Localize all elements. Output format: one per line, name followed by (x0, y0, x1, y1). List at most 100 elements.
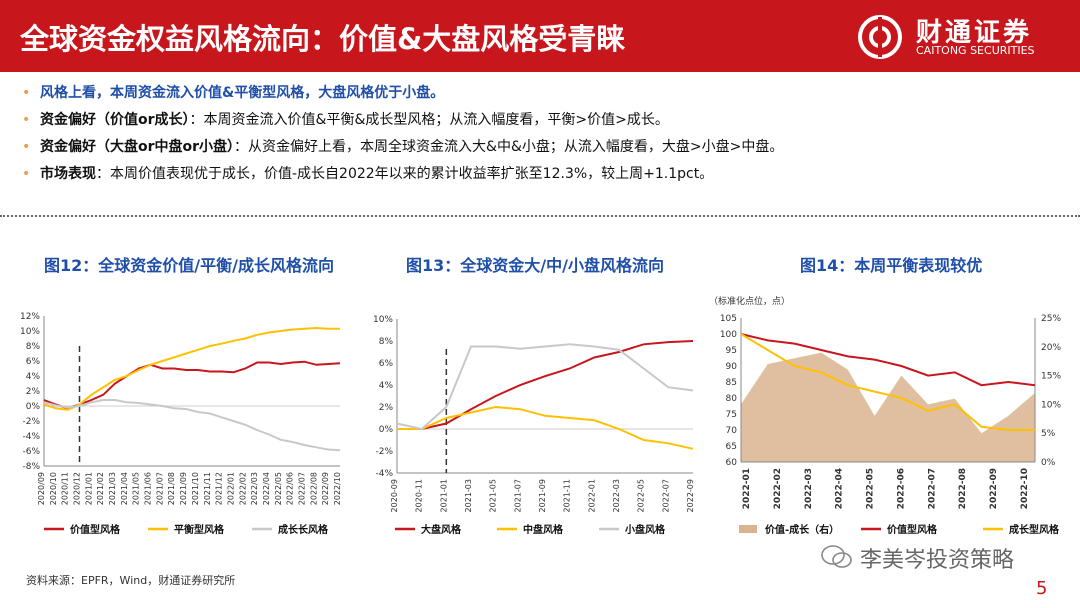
x-tick-label: 2022/07 (297, 472, 306, 505)
y-tick-label: 0% (26, 402, 41, 412)
chart-value-growth-flow: 12%10%8%6%4%2%0%-2%-4%-6%-8%2020/09 2020/… (20, 312, 342, 536)
y-tick-label: -4% (22, 432, 40, 442)
x-tick-label: 2022-01 (587, 479, 596, 512)
y-tick-label: -6% (22, 447, 40, 457)
x-tick-label: 2021-03 (464, 479, 473, 512)
x-tick-label: 2022/05 (274, 472, 283, 505)
x-tick-label: 2020-11 (415, 479, 424, 512)
y2-tick-label: 20% (1041, 343, 1061, 353)
x-tick-label: 2022/01 (226, 472, 235, 505)
series-line (43, 399, 341, 452)
series-line (396, 343, 694, 431)
x-tick-label: 2022/03 (250, 472, 259, 505)
y2-tick-label: 5% (1041, 429, 1056, 439)
x-tick-label: 2021/10 (191, 472, 200, 505)
logo-text-en: CAITONG SECURITIES (916, 44, 1035, 57)
page-title: 全球资金权益风格流向：价值&大盘风格受青睐 (20, 22, 626, 56)
x-tick-label: 2022-10 (1020, 468, 1030, 509)
x-tick-label: 2022-08 (958, 468, 968, 509)
y-tick-label: 100 (720, 330, 737, 340)
legend-swatch (739, 525, 757, 533)
series-line (740, 333, 1036, 387)
wechat-icon (821, 545, 852, 568)
y-tick-label: 8% (26, 342, 41, 352)
logo-text-cn: 财通证券 (916, 18, 1033, 48)
y-tick-label: 6% (26, 357, 41, 367)
bullet-dot-icon: • (22, 139, 31, 155)
x-tick-label: 2022-07 (927, 468, 937, 509)
legend-label: 小盘风格 (624, 523, 666, 536)
y-tick-label: -2% (22, 417, 40, 427)
y2-tick-label: 10% (1041, 400, 1061, 410)
x-tick-label: 2021/07 (155, 472, 164, 505)
y-unit-label: （标准化点位，点） (709, 295, 790, 307)
legend-label: 平衡型风格 (174, 523, 225, 536)
y-tick-label: -4% (375, 469, 393, 479)
y-tick-label: 60 (726, 458, 738, 468)
x-tick-label: 2020-09 (390, 479, 399, 512)
x-tick-label: 2022-05 (637, 479, 646, 512)
page-number: 5 (1036, 578, 1048, 599)
x-tick-label: 2021-11 (563, 479, 572, 512)
y-tick-label: 10% (20, 327, 40, 337)
x-tick-label: 2022-07 (661, 479, 670, 512)
section-divider (0, 215, 1080, 217)
y-tick-label: 75 (726, 410, 737, 420)
y-tick-label: 12% (20, 312, 40, 322)
y-tick-label: 80 (726, 394, 738, 404)
y2-tick-label: 25% (1041, 314, 1061, 324)
x-tick-label: 2022/04 (262, 472, 271, 505)
bullet-dot-icon: • (22, 166, 31, 182)
y-tick-label: -2% (375, 447, 393, 457)
bullet-item: • 市场表现：本周价值表现优于成长，价值-成长自2022年以来的累计收益率扩张至1… (18, 161, 1068, 188)
y-tick-label: 6% (379, 359, 394, 369)
x-tick-label: 2021/06 (144, 472, 153, 505)
legend-label: 成长型风格 (1009, 523, 1060, 536)
x-tick-label: 2022-02 (773, 468, 783, 509)
bullet-dot-icon: • (22, 112, 31, 128)
x-tick-label: 2020/10 (49, 472, 58, 505)
y-tick-label: 2% (379, 403, 394, 413)
header-bar: 全球资金权益风格流向：价值&大盘风格受青睐 财通证券 CAITONG SECUR… (0, 0, 1080, 72)
legend-label: 价值型风格 (887, 523, 938, 536)
legend-label: 成长长风格 (278, 523, 329, 536)
x-tick-label: 2021/01 (84, 472, 93, 505)
x-tick-label: 2021/02 (96, 472, 105, 505)
y2-tick-label: 0% (1041, 458, 1056, 468)
series-line (397, 340, 694, 430)
x-tick-label: 2022-04 (835, 468, 845, 509)
legend-label: 大盘风格 (421, 523, 462, 536)
bullet-item: • 资金偏好（价值or成长）：本周资金流入价值&平衡&成长型风格；从流入幅度看，平… (18, 107, 1068, 134)
y-tick-label: 2% (26, 387, 41, 397)
x-tick-label: 2021-09 (538, 479, 547, 512)
x-tick-label: 2021/09 (179, 472, 188, 505)
x-tick-label: 2022/02 (238, 472, 247, 505)
x-tick-label: 2021-01 (439, 479, 448, 512)
y-tick-label: 0% (379, 425, 394, 435)
x-tick-label: 2021/04 (120, 472, 129, 505)
x-tick-label: 2020/09 (37, 472, 46, 505)
series-line (43, 326, 340, 411)
legend-label: 价值-成长（右） (765, 523, 839, 536)
chart-size-flow: 10% 8% 6% 4% 2% 0% -2% -4%2020-09 2020-11 2021-01… (373, 315, 695, 536)
figure-13-title: 图13：全球资金大/中/小盘风格流向 (406, 256, 664, 275)
y-tick-label: 65 (726, 442, 737, 452)
y-tick-label: 8% (379, 337, 394, 347)
x-tick-label: 2022/09 (321, 472, 330, 505)
area-series (741, 352, 1035, 462)
chart-style-performance: （标准化点位，点） 105 100 95 90 85 80 75 70 65 60 25% 20% 15%… (709, 295, 1061, 536)
x-tick-label: 2021/11 (203, 472, 212, 505)
y-tick-label: 95 (726, 346, 737, 356)
x-tick-label: 2020/12 (73, 472, 82, 505)
figure-14-title: 图14：本周平衡表现较优 (800, 256, 983, 275)
series-line (397, 405, 694, 450)
x-tick-label: 2022-06 (896, 468, 906, 509)
x-tick-label: 2022-01 (742, 468, 752, 509)
y-tick-label: 90 (726, 362, 738, 372)
x-tick-label: 2022/08 (309, 472, 318, 505)
y-tick-label: 4% (379, 381, 394, 391)
y-tick-label: 105 (720, 314, 737, 324)
x-tick-label: 2021/03 (108, 472, 117, 505)
figure-12-title: 图12：全球资金价值/平衡/成长风格流向 (44, 256, 334, 275)
bullet-dot-icon: • (22, 85, 31, 101)
